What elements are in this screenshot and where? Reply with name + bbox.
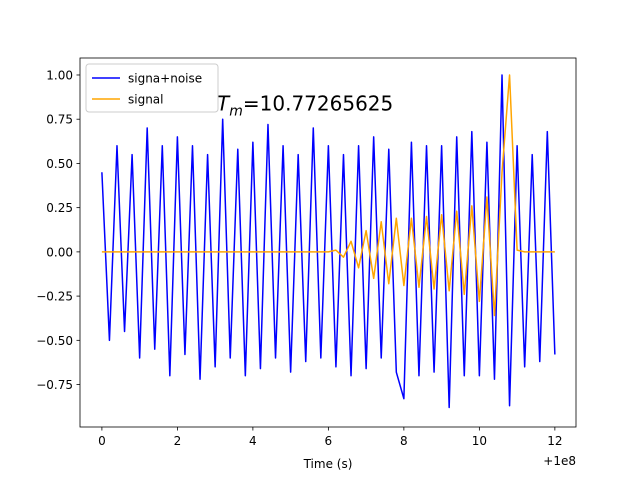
x-tick-label: 12 xyxy=(547,434,562,448)
x-tick-label: 6 xyxy=(325,434,333,448)
x-tick-label: 8 xyxy=(400,434,408,448)
legend-label: signa+noise xyxy=(128,72,202,86)
legend-box xyxy=(85,63,219,113)
series-line xyxy=(101,74,555,317)
x-tick-label: 4 xyxy=(249,434,257,448)
y-tick-label: 0.00 xyxy=(46,245,73,259)
x-tick-label: 10 xyxy=(472,434,487,448)
y-tick-label: 0.25 xyxy=(46,201,73,215)
x-offset-label: +1e8 xyxy=(543,454,576,468)
plot-area xyxy=(101,74,556,409)
y-tick-label: 0.75 xyxy=(46,113,73,127)
annotation-symbol: T xyxy=(217,91,231,115)
y-tick-label: −0.25 xyxy=(36,290,73,304)
y-tick-label: 1.00 xyxy=(46,68,73,82)
x-axis-label: Time (s) xyxy=(303,457,353,471)
annotation-subscript: m xyxy=(229,103,243,119)
x-tick-label: 0 xyxy=(98,434,106,448)
series-line xyxy=(101,74,556,409)
y-tick-label: −0.50 xyxy=(36,334,73,348)
x-tick-label: 2 xyxy=(174,434,182,448)
annotation: Tm=10.77265625 xyxy=(217,91,393,119)
annotation-value: =10.77265625 xyxy=(243,91,393,115)
y-tick-label: −0.75 xyxy=(36,378,73,392)
y-tick-label: 0.50 xyxy=(46,157,73,171)
legend-label: signal xyxy=(128,93,164,107)
